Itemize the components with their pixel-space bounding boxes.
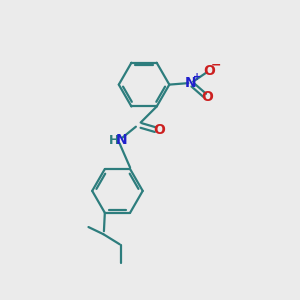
Text: −: − (210, 59, 221, 72)
Text: O: O (201, 90, 213, 104)
Text: N: N (116, 134, 127, 147)
Text: O: O (203, 64, 215, 78)
Text: +: + (193, 72, 201, 82)
Text: N: N (185, 76, 197, 90)
Text: H: H (108, 134, 119, 147)
Text: O: O (153, 123, 165, 137)
